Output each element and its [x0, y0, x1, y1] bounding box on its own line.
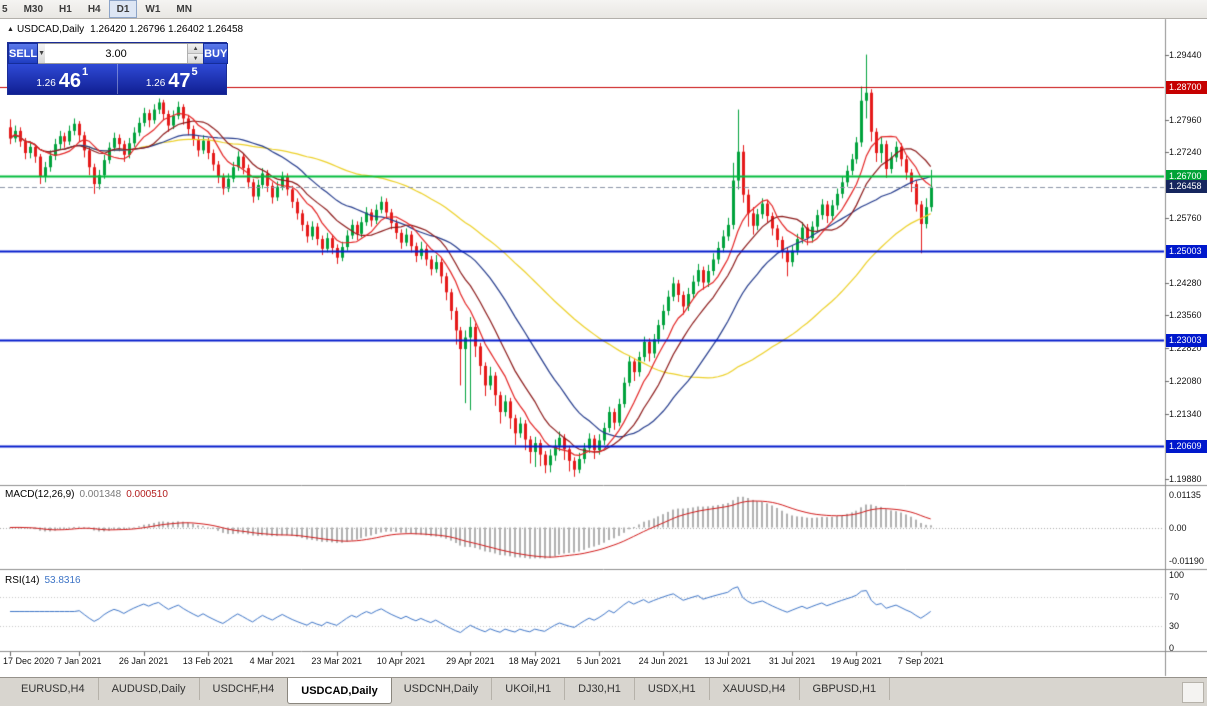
timeframe-button-m30[interactable]: M30 [23, 3, 44, 15]
macd-main-value: 0.001348 [79, 489, 122, 500]
timeframe-button-5[interactable]: 5 [2, 3, 8, 15]
rsi-value: 53.8316 [44, 575, 81, 586]
ask-big-digits: 47 [168, 70, 191, 92]
tab-usdcad-daily[interactable]: USDCAD,Daily [287, 678, 392, 704]
volume-input[interactable] [45, 44, 188, 63]
volume-box: ▲ ▼ [45, 43, 204, 64]
volume-spinner: ▲ ▼ [187, 44, 204, 63]
timeframe-button-h4[interactable]: H4 [87, 3, 101, 15]
dropdown-arrow-icon: ▼ [38, 50, 46, 57]
ask-pipette: 5 [191, 66, 198, 78]
spinner-up-icon[interactable]: ▲ [188, 44, 204, 54]
up-triangle-icon: ▲ [7, 26, 14, 33]
bid-ask-display: 1.26 46 1 1.26 47 5 [8, 64, 226, 94]
timeframe-button-w1[interactable]: W1 [145, 3, 161, 15]
chart-tabs-bar: EURUSD,H4 AUDUSD,Daily USDCHF,H4 USDCAD,Dai… [0, 677, 1207, 706]
spinner-down-icon[interactable]: ▼ [188, 54, 204, 63]
tabbar-scroll-corner[interactable] [1182, 682, 1204, 703]
tab-dj30-h1[interactable]: DJ30,H1 [565, 678, 635, 700]
tab-usdcnh-daily[interactable]: USDCNH,Daily [391, 678, 493, 700]
tab-usdx-h1[interactable]: USDX,H1 [635, 678, 710, 700]
macd-indicator-label: MACD(12,26,9) 0.001348 0.000510 [5, 489, 168, 500]
timeframe-button-h1[interactable]: H1 [59, 3, 72, 15]
tab-audusd-daily[interactable]: AUDUSD,Daily [99, 678, 200, 700]
bid-pipette: 1 [82, 66, 89, 78]
volume-dropdown-button[interactable]: ▼ [38, 43, 46, 64]
tab-usdchf-h4[interactable]: USDCHF,H4 [200, 678, 289, 700]
sell-button[interactable]: SELL [8, 43, 39, 64]
timeframe-toolbar: 5 M30 H1 H4 D1 W1 MN [0, 0, 1207, 19]
chart-title: ▲ USDCAD,Daily 1.26420 1.26796 1.26402 1.2… [7, 24, 243, 35]
timeframe-button-mn[interactable]: MN [176, 3, 192, 15]
chart-symbol-period: USDCAD,Daily [16, 24, 85, 35]
bid-price: 1.26 46 1 [8, 64, 117, 94]
ask-prefix: 1.26 [145, 78, 166, 89]
tab-gbpusd-h1[interactable]: GBPUSD,H1 [800, 678, 891, 700]
tab-xauusd-h4[interactable]: XAUUSD,H4 [710, 678, 800, 700]
rsi-indicator-label: RSI(14) 53.8316 [5, 575, 81, 586]
macd-signal-value: 0.000510 [126, 489, 168, 500]
ask-price: 1.26 47 5 [116, 64, 227, 94]
tab-eurusd-h4[interactable]: EURUSD,H4 [8, 678, 99, 700]
rsi-name: RSI(14) [5, 575, 40, 586]
macd-name: MACD(12,26,9) [5, 489, 75, 500]
bid-big-digits: 46 [58, 70, 82, 92]
one-click-trading-panel: SELL ▼ ▲ ▼ BUY 1.26 46 1 1.26 47 [8, 43, 229, 94]
bid-prefix: 1.26 [36, 78, 56, 89]
chart-ohlc-values: 1.26420 1.26796 1.26402 1.26458 [90, 24, 244, 35]
buy-button[interactable]: BUY [203, 43, 229, 64]
tab-ukoil-h1[interactable]: UKOil,H1 [492, 678, 566, 700]
timeframe-button-d1[interactable]: D1 [108, 0, 138, 18]
